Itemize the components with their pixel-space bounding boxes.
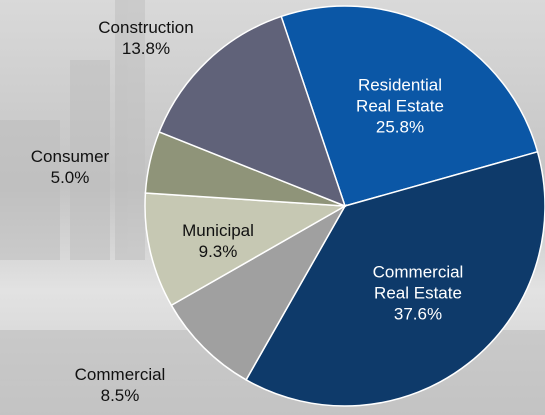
category-name: Commercial Real Estate (372, 262, 464, 303)
slice-label: Consumer 5.0% (15, 146, 125, 188)
value-label: 25.8% (375, 117, 425, 137)
building (115, 0, 145, 260)
category-name: Construction (98, 18, 194, 37)
category-name: Consumer (30, 147, 110, 166)
slice-label: Construction 13.8% (91, 17, 201, 59)
slice-label: Commercial Real Estate 37.6% (363, 262, 473, 325)
value-label: 37.6% (393, 304, 443, 324)
pie-slice (280, 5, 539, 207)
value-label: 9.3% (198, 242, 238, 261)
slice-label: Residential Real Estate 25.8% (345, 75, 455, 138)
value-label: 5.0% (50, 168, 90, 187)
slice-label: Commercial 8.5% (65, 364, 175, 406)
value-label: 13.8% (121, 39, 171, 58)
pie-slice (158, 15, 347, 208)
slice-label: Municipal 9.3% (163, 220, 273, 262)
building (0, 120, 60, 260)
value-label: 8.5% (100, 386, 140, 405)
category-name: Residential Real Estate (356, 75, 444, 116)
category-name: Commercial (74, 365, 166, 384)
pie-slice (144, 192, 348, 307)
pie-slice (170, 203, 348, 381)
building (70, 60, 110, 260)
category-name: Municipal (182, 221, 254, 240)
